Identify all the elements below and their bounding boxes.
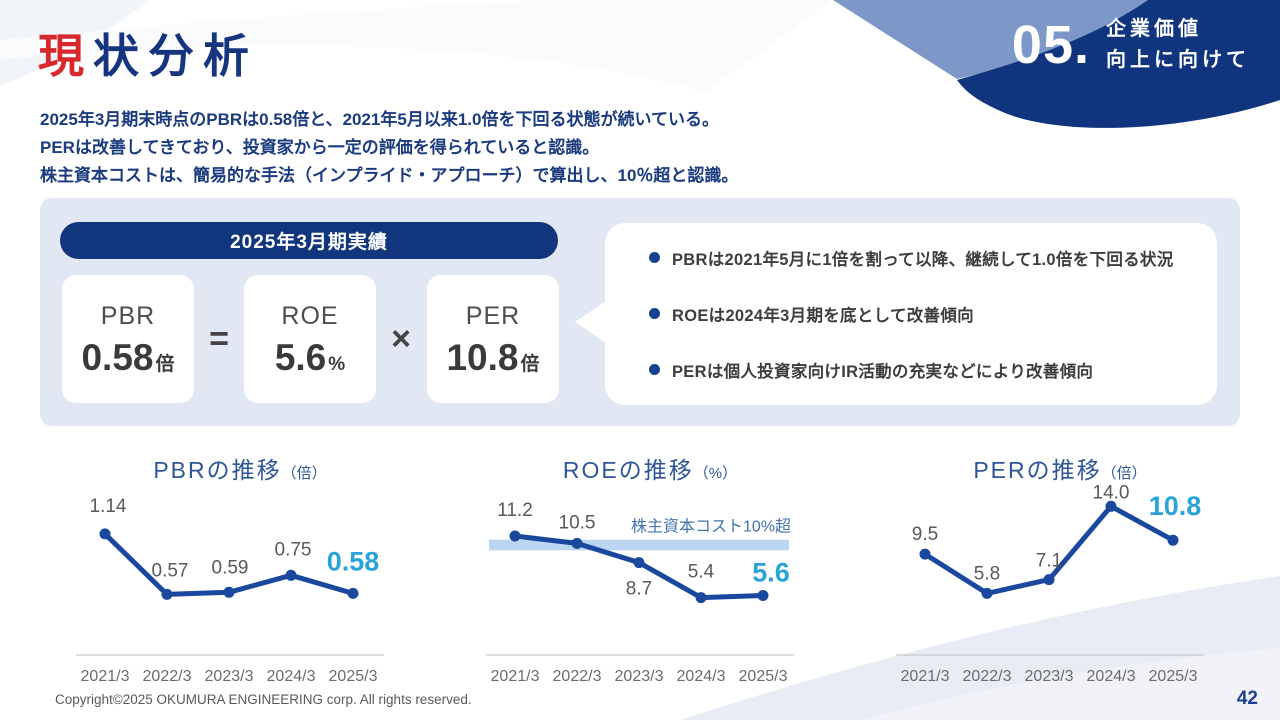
bullet-item-per: PERは個人投資家向けIR活動の充実などにより改善傾向 bbox=[649, 358, 1197, 382]
metric-name-pbr: PBR bbox=[100, 302, 156, 330]
svg-text:0.57: 0.57 bbox=[152, 560, 189, 581]
svg-text:0.58: 0.58 bbox=[327, 546, 380, 576]
insight-bubble: PBRは2021年5月に1倍を割って以降、継続して1.0倍を下回る状況 ROEは… bbox=[575, 223, 1217, 405]
chart-per-trend: 9.5 5.8 7.1 14.0 10.8 2021/3 2022/3 2023/3 2024/… bbox=[860, 445, 1260, 690]
page-number: 42 bbox=[1236, 688, 1258, 709]
corner-band-medium-blue bbox=[833, 0, 1150, 79]
svg-text:5.8: 5.8 bbox=[974, 563, 1000, 584]
bullet-text-per: PERは個人投資家向けIR活動の充実などにより改善傾向 bbox=[672, 363, 1094, 381]
bullet-dot-icon bbox=[649, 252, 660, 263]
metric-card-pbr: PBR 0.58 倍 bbox=[62, 275, 194, 403]
bubble-tail bbox=[575, 299, 609, 345]
bullet-dot-icon bbox=[649, 308, 660, 319]
metric-name-roe: ROE bbox=[281, 302, 339, 330]
metric-value-roe: 5.6% bbox=[274, 337, 346, 378]
svg-text:2025/3: 2025/3 bbox=[739, 668, 788, 685]
svg-text:2022/3: 2022/3 bbox=[143, 668, 192, 685]
chart-title-per: PERの推移（倍） bbox=[973, 457, 1147, 483]
svg-text:2021/3: 2021/3 bbox=[81, 668, 130, 685]
svg-text:2022/3: 2022/3 bbox=[963, 668, 1012, 685]
intro-line-1: 2025年3月期末時点のPBRは0.58倍と、2021年5月以来1.0倍を下回る… bbox=[40, 110, 719, 129]
bullet-dot-icon bbox=[649, 364, 660, 375]
svg-text:2024/3: 2024/3 bbox=[1087, 668, 1136, 685]
section-label: 企業価値 向上に向けて bbox=[1106, 14, 1250, 76]
svg-text:2022/3: 2022/3 bbox=[553, 668, 602, 685]
metric-unit-pbr: 倍 bbox=[155, 354, 175, 375]
section-number: 05. bbox=[1011, 15, 1090, 75]
metric-card-roe: ROE 5.6% bbox=[244, 275, 376, 403]
svg-text:9.5: 9.5 bbox=[912, 524, 938, 545]
svg-text:2024/3: 2024/3 bbox=[267, 668, 316, 685]
bullet-text-pbr: PBRは2021年5月に1倍を割って以降、継続して1.0倍を下回る状況 bbox=[672, 251, 1174, 269]
metric-value-per: 10.8 倍 bbox=[446, 337, 540, 378]
chart-title-roe: ROEの推移（%） bbox=[562, 457, 738, 483]
svg-text:2021/3: 2021/3 bbox=[491, 668, 540, 685]
intro-line-3: 株主資本コストは、簡易的な手法（インプライド・アプローチ）で算出し、10％超と認… bbox=[40, 166, 739, 186]
chart-title-pbr: PBRの推移（倍） bbox=[153, 457, 327, 483]
summary-panel: 2025年3月期実績 PBR 0.58 倍 = ROE 5.6% × PER 10… bbox=[40, 198, 1240, 426]
copyright: Copyright©2025 OKUMURA ENGINEERING corp.… bbox=[55, 692, 472, 707]
svg-text:2023/3: 2023/3 bbox=[1025, 668, 1074, 685]
per-line-chart: 9.5 5.8 7.1 14.0 10.8 2021/3 2022/3 2023/3 2024/… bbox=[896, 482, 1204, 685]
bottom-right-swoosh bbox=[680, 576, 1280, 720]
intro-text: 2025年3月期末時点のPBRは0.58倍と、2021年5月以来1.0倍を下回る… bbox=[40, 106, 738, 190]
top-faint-band bbox=[0, 0, 833, 92]
svg-text:5.4: 5.4 bbox=[688, 562, 715, 583]
section-label-line2: 向上に向けて bbox=[1106, 49, 1250, 71]
roe-line-chart: 株主資本コスト10%超 11.2 10.5 8.7 5.4 5.6 2021/3 2022/3… bbox=[486, 500, 794, 685]
svg-text:0.75: 0.75 bbox=[275, 539, 312, 560]
bullet-item-pbr: PBRは2021年5月に1倍を割って以降、継続して1.0倍を下回る状況 bbox=[649, 246, 1197, 270]
times-operator: × bbox=[391, 319, 411, 358]
svg-text:1.14: 1.14 bbox=[90, 496, 127, 517]
svg-text:0.59: 0.59 bbox=[212, 557, 249, 578]
intro-line-2: PERは改善してきており、投資家から一定の評価を得られていると認識。 bbox=[40, 138, 600, 158]
page-title-rest: 状分析 bbox=[93, 30, 258, 82]
equals-operator: = bbox=[209, 319, 229, 358]
period-badge: 2025年3月期実績 bbox=[60, 222, 558, 259]
metric-name-per: PER bbox=[465, 302, 521, 330]
bullet-text-roe: ROEは2024年3月期を底として改善傾向 bbox=[672, 307, 974, 325]
page-title: 現状分析 bbox=[38, 20, 258, 86]
svg-text:2024/3: 2024/3 bbox=[677, 668, 726, 685]
metric-card-per: PER 10.8 倍 bbox=[427, 275, 559, 403]
svg-text:2025/3: 2025/3 bbox=[329, 668, 378, 685]
svg-text:10.8: 10.8 bbox=[1149, 491, 1202, 521]
bottom-right-swoosh-inner bbox=[860, 648, 1280, 720]
chart-roe-trend: 株主資本コスト10%超 11.2 10.5 8.7 5.4 5.6 2021/3 2022/3… bbox=[450, 445, 850, 690]
section-label-line1: 企業価値 bbox=[1106, 18, 1202, 40]
metric-unit-per: 倍 bbox=[520, 354, 540, 375]
pbr-line-chart: 1.14 0.57 0.59 0.75 0.58 2021/3 2022/3 2023/3 20… bbox=[76, 496, 384, 685]
svg-text:2021/3: 2021/3 bbox=[901, 668, 950, 685]
svg-text:8.7: 8.7 bbox=[626, 579, 652, 600]
page-title-accent: 現 bbox=[38, 30, 93, 82]
svg-text:2023/3: 2023/3 bbox=[615, 668, 664, 685]
svg-text:14.0: 14.0 bbox=[1093, 482, 1130, 503]
bullet-item-roe: ROEは2024年3月期を底として改善傾向 bbox=[649, 302, 1197, 326]
svg-text:株主資本コスト10%超: 株主資本コスト10%超 bbox=[631, 518, 791, 536]
chart-pbr-trend: 1.14 0.57 0.59 0.75 0.58 2021/3 2022/3 2023/3 20… bbox=[40, 445, 440, 690]
svg-text:11.2: 11.2 bbox=[497, 500, 533, 521]
svg-text:2023/3: 2023/3 bbox=[205, 668, 254, 685]
svg-text:2025/3: 2025/3 bbox=[1149, 668, 1198, 685]
svg-text:5.6: 5.6 bbox=[752, 558, 790, 588]
metric-value-pbr: 0.58 倍 bbox=[81, 337, 175, 378]
metric-unit-roe: % bbox=[328, 354, 346, 375]
section-indicator: 05. 企業価値 向上に向けて bbox=[1012, 14, 1250, 76]
corner-swoosh-navy bbox=[957, 0, 1280, 128]
svg-text:7.1: 7.1 bbox=[1036, 551, 1062, 572]
svg-text:10.5: 10.5 bbox=[559, 512, 596, 533]
